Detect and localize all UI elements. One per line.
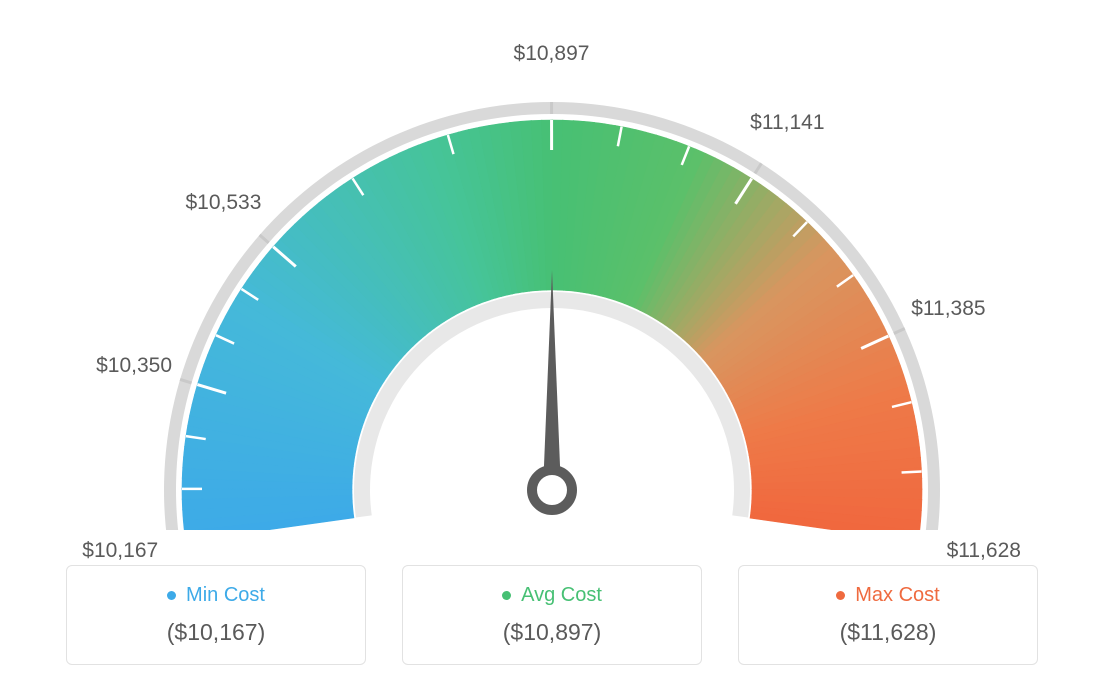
legend-row: Min Cost ($10,167) Avg Cost ($10,897) Ma… [0,565,1104,665]
legend-card-max: Max Cost ($11,628) [738,565,1038,665]
legend-title-avg: Avg Cost [413,584,691,607]
gauge-tick-label: $10,897 [514,42,590,66]
legend-title-max: Max Cost [749,584,1027,607]
gauge-tick-label: $10,533 [185,191,261,215]
gauge-tick-label: $11,141 [750,111,824,135]
gauge-tick-label: $11,628 [947,539,1021,563]
gauge-tick-label: $10,167 [82,539,158,563]
gauge-tick-label: $10,350 [96,354,172,378]
legend-card-min: Min Cost ($10,167) [66,565,366,665]
gauge-svg [0,0,1104,530]
gauge-tick-label: $11,385 [911,297,985,321]
legend-title-min: Min Cost [77,584,355,607]
legend-value-avg: ($10,897) [413,619,691,646]
legend-card-avg: Avg Cost ($10,897) [402,565,702,665]
gauge-needle-hub [532,470,572,510]
gauge-chart: $10,167$10,350$10,533$10,897$11,141$11,3… [0,0,1104,530]
legend-value-max: ($11,628) [749,619,1027,646]
legend-value-min: ($10,167) [77,619,355,646]
